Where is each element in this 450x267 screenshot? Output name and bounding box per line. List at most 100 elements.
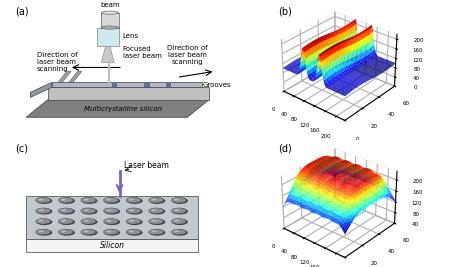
Bar (101, 13, 118, 28)
Ellipse shape (126, 208, 141, 214)
Ellipse shape (106, 199, 112, 201)
Ellipse shape (84, 220, 89, 222)
Ellipse shape (126, 197, 141, 203)
Ellipse shape (58, 208, 73, 214)
Polygon shape (52, 83, 202, 87)
Ellipse shape (36, 229, 52, 236)
Ellipse shape (174, 209, 179, 211)
Text: Multicrystalline silicon: Multicrystalline silicon (84, 105, 162, 112)
Polygon shape (26, 100, 209, 117)
Ellipse shape (61, 230, 66, 232)
Ellipse shape (129, 220, 134, 222)
Text: Laser
beam: Laser beam (100, 0, 120, 8)
Ellipse shape (129, 209, 134, 211)
Ellipse shape (101, 11, 118, 14)
Ellipse shape (104, 198, 120, 204)
Ellipse shape (58, 197, 73, 203)
Ellipse shape (38, 220, 44, 222)
Ellipse shape (61, 199, 66, 201)
Polygon shape (112, 83, 117, 87)
Ellipse shape (126, 229, 141, 235)
Polygon shape (54, 71, 71, 87)
Ellipse shape (81, 208, 98, 214)
Ellipse shape (171, 218, 186, 224)
Ellipse shape (151, 199, 157, 201)
Ellipse shape (59, 198, 75, 204)
Ellipse shape (36, 229, 51, 235)
Ellipse shape (126, 198, 143, 204)
Polygon shape (30, 83, 52, 97)
Ellipse shape (104, 229, 120, 236)
Ellipse shape (81, 218, 96, 224)
Polygon shape (26, 196, 198, 239)
Ellipse shape (84, 230, 89, 232)
Ellipse shape (81, 208, 96, 214)
Ellipse shape (36, 208, 51, 214)
Ellipse shape (126, 229, 143, 236)
Text: Focused
laser beam: Focused laser beam (123, 46, 162, 59)
Ellipse shape (81, 198, 98, 204)
Text: Direction of
laser beam
scanning: Direction of laser beam scanning (167, 45, 207, 65)
Text: (d): (d) (278, 143, 292, 154)
Ellipse shape (172, 198, 188, 204)
Ellipse shape (36, 208, 52, 214)
Polygon shape (48, 87, 209, 100)
Ellipse shape (81, 197, 96, 203)
Ellipse shape (84, 199, 89, 201)
Text: (b): (b) (278, 6, 292, 16)
Ellipse shape (36, 218, 51, 224)
Ellipse shape (58, 218, 73, 224)
Ellipse shape (172, 229, 188, 236)
Ellipse shape (106, 230, 112, 232)
Ellipse shape (36, 219, 52, 225)
Ellipse shape (81, 229, 98, 236)
Ellipse shape (101, 26, 118, 29)
Ellipse shape (126, 219, 143, 225)
Ellipse shape (172, 219, 188, 225)
Ellipse shape (126, 208, 143, 214)
Ellipse shape (59, 208, 75, 214)
Ellipse shape (104, 208, 120, 214)
Ellipse shape (151, 230, 157, 232)
Ellipse shape (149, 219, 165, 225)
Ellipse shape (148, 218, 164, 224)
Ellipse shape (36, 197, 51, 203)
X-axis label: (μm): (μm) (280, 146, 293, 151)
Ellipse shape (126, 218, 141, 224)
Bar (97, 28, 118, 46)
Ellipse shape (81, 229, 96, 235)
Text: Laser beam: Laser beam (124, 161, 169, 170)
Ellipse shape (84, 209, 89, 211)
Text: (c): (c) (15, 143, 28, 154)
Ellipse shape (129, 199, 134, 201)
Ellipse shape (61, 209, 66, 211)
Ellipse shape (149, 229, 165, 236)
Polygon shape (26, 239, 198, 252)
Polygon shape (101, 46, 114, 62)
Text: (a): (a) (15, 6, 29, 16)
Ellipse shape (171, 197, 186, 203)
Ellipse shape (171, 208, 186, 214)
Ellipse shape (104, 219, 120, 225)
Ellipse shape (151, 220, 157, 222)
Ellipse shape (104, 208, 118, 214)
Ellipse shape (106, 220, 112, 222)
Ellipse shape (174, 199, 179, 201)
Ellipse shape (104, 229, 118, 235)
Polygon shape (65, 71, 82, 87)
Ellipse shape (106, 209, 112, 211)
Ellipse shape (129, 230, 134, 232)
Ellipse shape (149, 208, 165, 214)
Ellipse shape (36, 198, 52, 204)
Polygon shape (166, 83, 171, 87)
Ellipse shape (171, 229, 186, 235)
Ellipse shape (59, 229, 75, 236)
Ellipse shape (148, 197, 164, 203)
Polygon shape (144, 83, 150, 87)
Ellipse shape (59, 219, 75, 225)
Ellipse shape (58, 229, 73, 235)
Ellipse shape (174, 220, 179, 222)
Ellipse shape (61, 220, 66, 222)
Ellipse shape (172, 208, 188, 214)
Ellipse shape (151, 209, 157, 211)
